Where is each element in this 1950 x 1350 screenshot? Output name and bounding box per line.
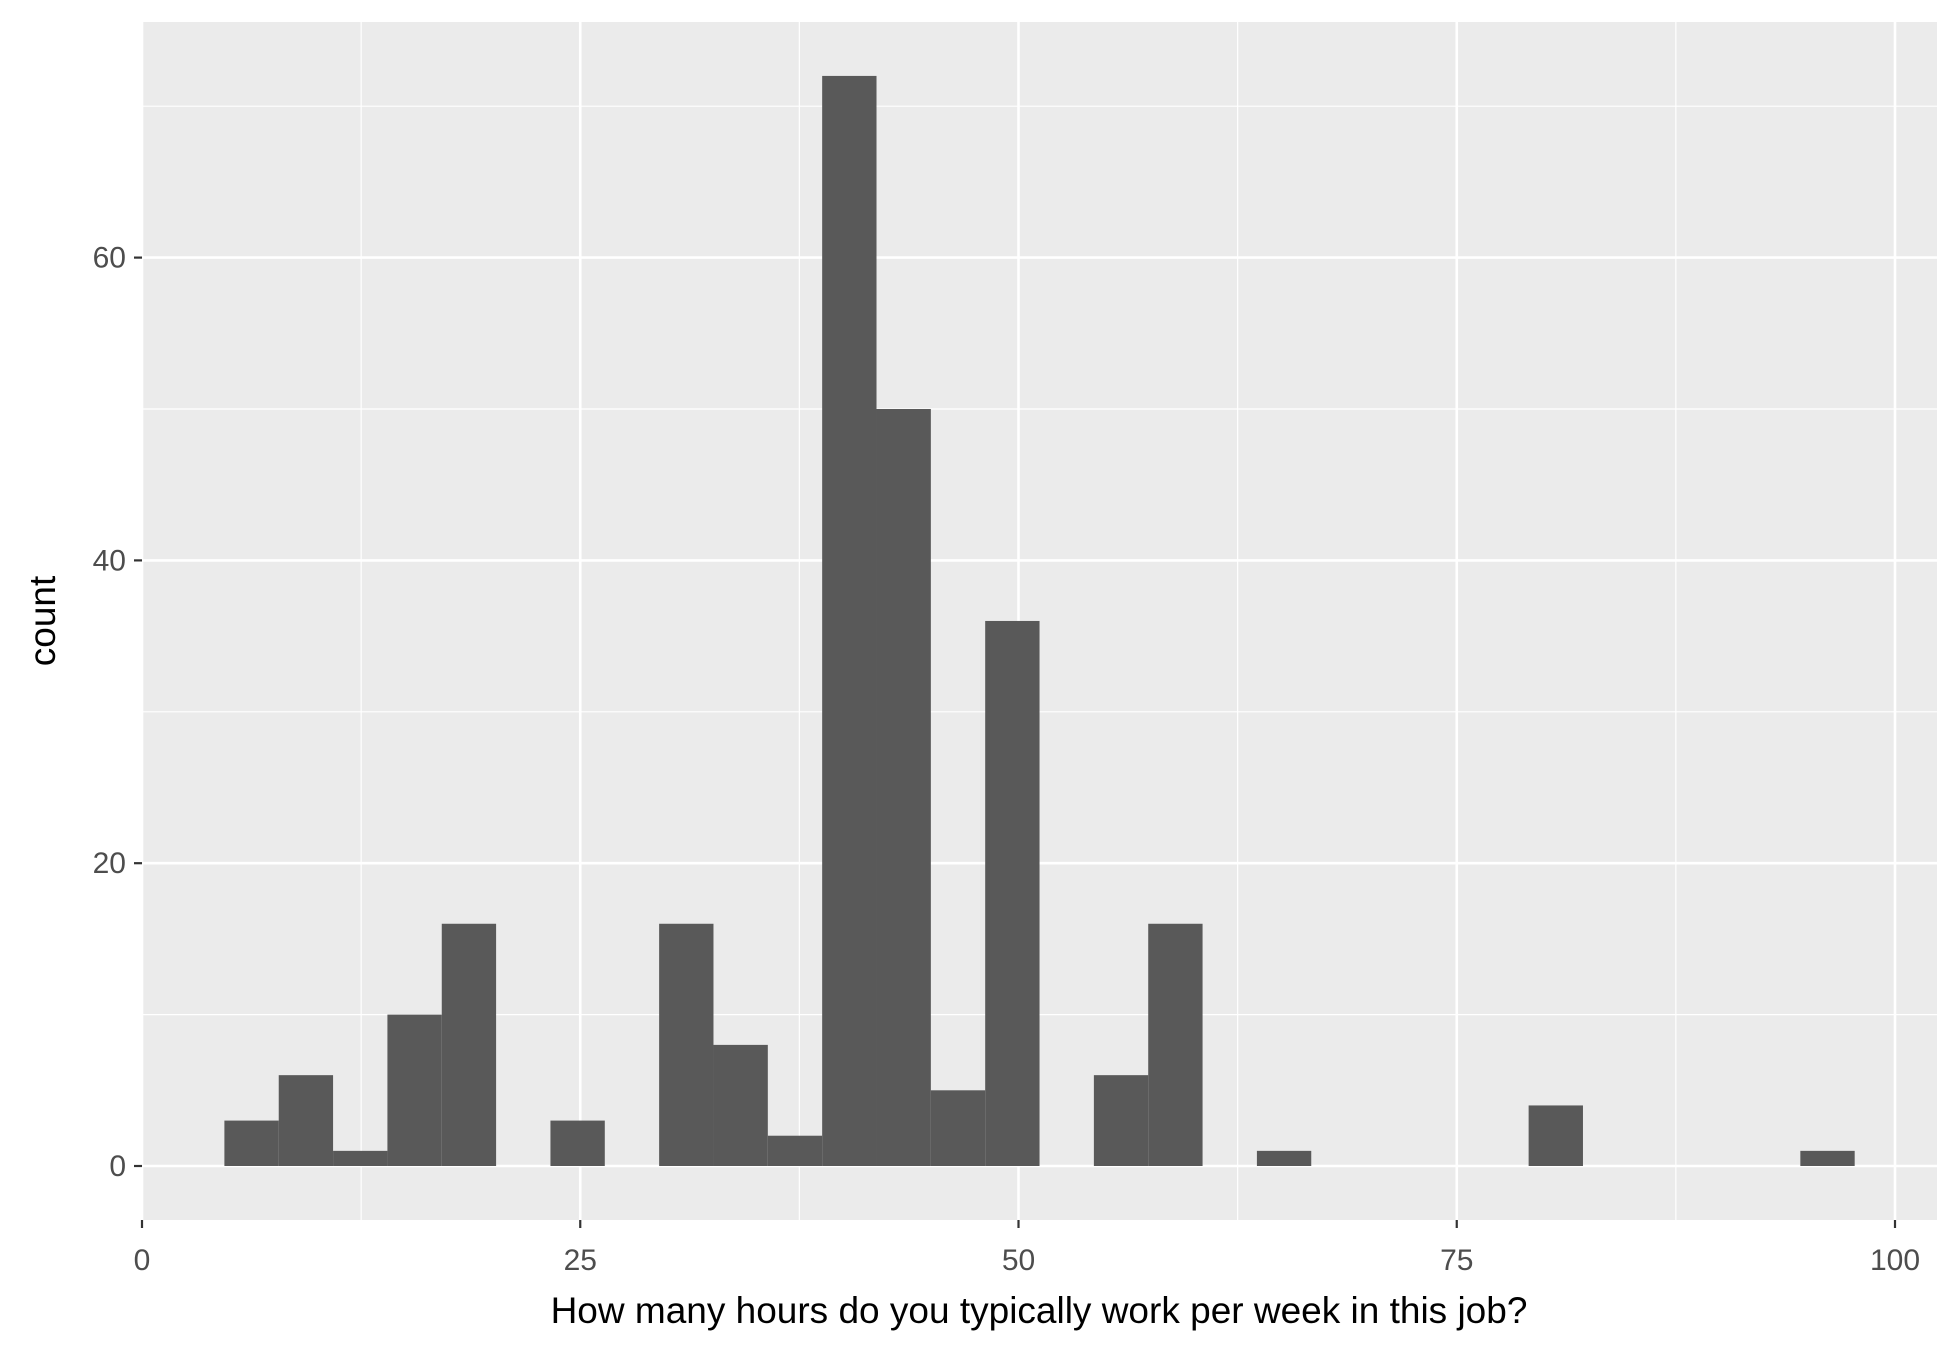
x-tick-label: 0 — [134, 1244, 151, 1277]
histogram-bar — [387, 1014, 442, 1166]
y-tick-label: 0 — [109, 1150, 126, 1183]
histogram-bar — [278, 1075, 334, 1166]
histogram-bar — [550, 1120, 605, 1166]
histogram-bar — [659, 923, 714, 1166]
histogram-bar — [1800, 1150, 1855, 1166]
histogram-bar — [1256, 1150, 1312, 1166]
y-tick-label: 60 — [93, 242, 126, 275]
histogram-bar — [985, 620, 1040, 1166]
x-tick-label: 25 — [564, 1244, 597, 1277]
x-tick-label: 75 — [1440, 1244, 1473, 1277]
histogram-bar — [767, 1135, 823, 1166]
x-tick-label: 100 — [1870, 1244, 1920, 1277]
x-axis-title: How many hours do you typically work per… — [551, 1290, 1528, 1331]
histogram-bar — [333, 1150, 388, 1166]
histogram-bar — [876, 409, 931, 1166]
y-tick-label: 20 — [93, 847, 126, 880]
histogram-bar — [1528, 1105, 1583, 1166]
histogram-bar — [930, 1090, 986, 1166]
y-axis: 0 20 40 60 — [93, 242, 142, 1183]
histogram-bar — [822, 75, 877, 1166]
x-axis: 0 25 50 75 100 — [134, 1220, 1920, 1277]
y-tick-label: 40 — [93, 544, 126, 577]
histogram-bars — [224, 75, 1855, 1166]
histogram-bar — [1093, 1075, 1149, 1166]
histogram-bar — [1148, 923, 1203, 1166]
histogram-bar — [713, 1044, 768, 1166]
histogram-bar — [224, 1120, 279, 1166]
histogram-bar — [441, 923, 497, 1166]
x-tick-label: 50 — [1002, 1244, 1035, 1277]
y-axis-title: count — [22, 575, 63, 666]
